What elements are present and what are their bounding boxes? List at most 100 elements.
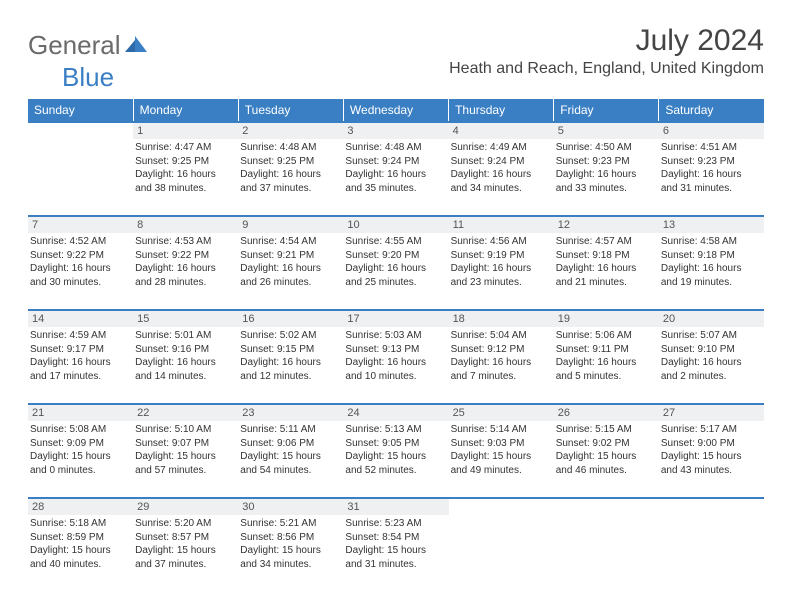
day-number: 27 (659, 405, 764, 421)
day-details: Sunrise: 5:20 AMSunset: 8:57 PMDaylight:… (133, 517, 238, 571)
day-cell: 26 Sunrise: 5:15 AMSunset: 9:02 PMDayligh… (554, 404, 659, 498)
day-details: Sunrise: 5:18 AMSunset: 8:59 PMDaylight:… (28, 517, 133, 571)
day-details: Sunrise: 5:07 AMSunset: 9:10 PMDaylight:… (659, 329, 764, 383)
day-number: 31 (343, 499, 448, 515)
day-number: 1 (133, 123, 238, 139)
day-number: 20 (659, 311, 764, 327)
day-cell: 16Sunrise: 5:02 AMSunset: 9:15 PMDayligh… (238, 310, 343, 404)
day-number: 5 (554, 123, 659, 139)
day-cell: 8 Sunrise: 4:53 AMSunset: 9:22 PMDaylight… (133, 216, 238, 310)
day-number: 25 (449, 405, 554, 421)
day-number: 13 (659, 217, 764, 233)
day-number: 21 (28, 405, 133, 421)
day-number: 3 (343, 123, 448, 139)
logo-mark-icon (125, 30, 147, 61)
weekday-header: Wednesday (343, 99, 448, 122)
day-details: Sunrise: 5:04 AMSunset: 9:12 PMDaylight:… (449, 329, 554, 383)
location: Heath and Reach, England, United Kingdom (449, 60, 764, 78)
day-details: Sunrise: 4:53 AMSunset: 9:22 PMDaylight:… (133, 235, 238, 289)
day-details: Sunrise: 4:50 AMSunset: 9:23 PMDaylight:… (554, 141, 659, 195)
day-details: Sunrise: 4:54 AMSunset: 9:21 PMDaylight:… (238, 235, 343, 289)
day-details: Sunrise: 5:02 AMSunset: 9:15 PMDaylight:… (238, 329, 343, 383)
month-title: July 2024 (449, 24, 764, 58)
day-number: 17 (343, 311, 448, 327)
day-number: 12 (554, 217, 659, 233)
empty-cell (449, 498, 554, 592)
day-cell: 12 Sunrise: 4:57 AMSunset: 9:18 PMDayligh… (554, 216, 659, 310)
day-cell: 13 Sunrise: 4:58 AMSunset: 9:18 PMDayligh… (659, 216, 764, 310)
day-details: Sunrise: 4:51 AMSunset: 9:23 PMDaylight:… (659, 141, 764, 195)
calendar-row: 21 Sunrise: 5:08 AMSunset: 9:09 PMDayligh… (28, 404, 764, 498)
day-cell: 2Sunrise: 4:48 AMSunset: 9:25 PMDaylight… (238, 122, 343, 216)
day-details: Sunrise: 5:17 AMSunset: 9:00 PMDaylight:… (659, 423, 764, 477)
day-cell: 27 Sunrise: 5:17 AMSunset: 9:00 PMDayligh… (659, 404, 764, 498)
day-cell: 18 Sunrise: 5:04 AMSunset: 9:12 PMDayligh… (449, 310, 554, 404)
day-number: 4 (449, 123, 554, 139)
day-cell: 1Sunrise: 4:47 AMSunset: 9:25 PMDaylight… (133, 122, 238, 216)
day-cell: 19Sunrise: 5:06 AMSunset: 9:11 PMDayligh… (554, 310, 659, 404)
day-details: Sunrise: 4:58 AMSunset: 9:18 PMDaylight:… (659, 235, 764, 289)
day-number: 22 (133, 405, 238, 421)
day-details: Sunrise: 5:13 AMSunset: 9:05 PMDaylight:… (343, 423, 448, 477)
day-number: 10 (343, 217, 448, 233)
day-cell: 22 Sunrise: 5:10 AMSunset: 9:07 PMDayligh… (133, 404, 238, 498)
weekday-header: Monday (133, 99, 238, 122)
day-details: Sunrise: 4:52 AMSunset: 9:22 PMDaylight:… (28, 235, 133, 289)
day-number: 8 (133, 217, 238, 233)
day-number: 6 (659, 123, 764, 139)
day-details: Sunrise: 5:10 AMSunset: 9:07 PMDaylight:… (133, 423, 238, 477)
day-cell: 5 Sunrise: 4:50 AMSunset: 9:23 PMDaylight… (554, 122, 659, 216)
weekday-header: Thursday (449, 99, 554, 122)
day-cell: 30Sunrise: 5:21 AMSunset: 8:56 PMDayligh… (238, 498, 343, 592)
day-number: 2 (238, 123, 343, 139)
day-cell: 28 Sunrise: 5:18 AMSunset: 8:59 PMDayligh… (28, 498, 133, 592)
day-cell: 3Sunrise: 4:48 AMSunset: 9:24 PMDaylight… (343, 122, 448, 216)
title-block: July 2024 Heath and Reach, England, Unit… (449, 24, 764, 78)
day-number: 18 (449, 311, 554, 327)
logo-text-gray: General (28, 30, 121, 61)
day-cell: 14 Sunrise: 4:59 AMSunset: 9:17 PMDayligh… (28, 310, 133, 404)
weekday-header-row: SundayMondayTuesdayWednesdayThursdayFrid… (28, 99, 764, 122)
day-number: 23 (238, 405, 343, 421)
day-details: Sunrise: 5:11 AMSunset: 9:06 PMDaylight:… (238, 423, 343, 477)
calendar-row: 7 Sunrise: 4:52 AMSunset: 9:22 PMDaylight… (28, 216, 764, 310)
day-details: Sunrise: 5:08 AMSunset: 9:09 PMDaylight:… (28, 423, 133, 477)
weekday-header: Sunday (28, 99, 133, 122)
day-details: Sunrise: 5:03 AMSunset: 9:13 PMDaylight:… (343, 329, 448, 383)
day-details: Sunrise: 5:06 AMSunset: 9:11 PMDaylight:… (554, 329, 659, 383)
day-details: Sunrise: 5:14 AMSunset: 9:03 PMDaylight:… (449, 423, 554, 477)
calendar-table: SundayMondayTuesdayWednesdayThursdayFrid… (28, 99, 764, 592)
day-number: 11 (449, 217, 554, 233)
day-details: Sunrise: 4:59 AMSunset: 9:17 PMDaylight:… (28, 329, 133, 383)
logo-text-blue: Blue (62, 62, 114, 93)
day-cell: 31 Sunrise: 5:23 AMSunset: 8:54 PMDayligh… (343, 498, 448, 592)
day-cell: 7 Sunrise: 4:52 AMSunset: 9:22 PMDaylight… (28, 216, 133, 310)
day-cell: 6 Sunrise: 4:51 AMSunset: 9:23 PMDaylight… (659, 122, 764, 216)
day-details: Sunrise: 5:15 AMSunset: 9:02 PMDaylight:… (554, 423, 659, 477)
logo: General (28, 30, 147, 61)
day-number: 14 (28, 311, 133, 327)
empty-cell (659, 498, 764, 592)
calendar-page: General July 2024 Heath and Reach, Engla… (0, 0, 792, 592)
day-number: 28 (28, 499, 133, 515)
calendar-row: 28 Sunrise: 5:18 AMSunset: 8:59 PMDayligh… (28, 498, 764, 592)
day-cell: 9Sunrise: 4:54 AMSunset: 9:21 PMDaylight… (238, 216, 343, 310)
calendar-body: 1Sunrise: 4:47 AMSunset: 9:25 PMDaylight… (28, 122, 764, 592)
day-number: 7 (28, 217, 133, 233)
weekday-header: Tuesday (238, 99, 343, 122)
day-cell: 25 Sunrise: 5:14 AMSunset: 9:03 PMDayligh… (449, 404, 554, 498)
weekday-header: Friday (554, 99, 659, 122)
day-cell: 24 Sunrise: 5:13 AMSunset: 9:05 PMDayligh… (343, 404, 448, 498)
empty-cell (554, 498, 659, 592)
day-cell: 10 Sunrise: 4:55 AMSunset: 9:20 PMDayligh… (343, 216, 448, 310)
day-cell: 29Sunrise: 5:20 AMSunset: 8:57 PMDayligh… (133, 498, 238, 592)
day-number: 15 (133, 311, 238, 327)
day-cell: 11Sunrise: 4:56 AMSunset: 9:19 PMDayligh… (449, 216, 554, 310)
day-number: 24 (343, 405, 448, 421)
day-details: Sunrise: 5:23 AMSunset: 8:54 PMDaylight:… (343, 517, 448, 571)
day-number: 26 (554, 405, 659, 421)
day-details: Sunrise: 4:57 AMSunset: 9:18 PMDaylight:… (554, 235, 659, 289)
calendar-row: 14 Sunrise: 4:59 AMSunset: 9:17 PMDayligh… (28, 310, 764, 404)
day-details: Sunrise: 4:55 AMSunset: 9:20 PMDaylight:… (343, 235, 448, 289)
day-cell: 20 Sunrise: 5:07 AMSunset: 9:10 PMDayligh… (659, 310, 764, 404)
